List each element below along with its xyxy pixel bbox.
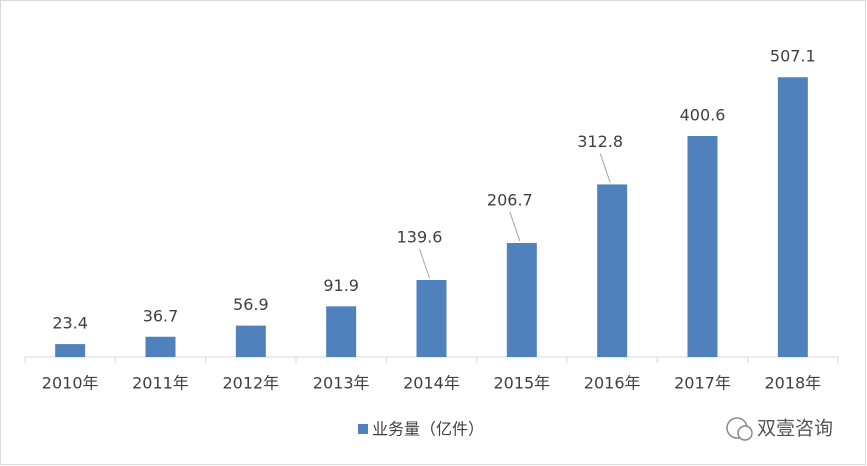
- x-tick-label: 2011年: [132, 374, 189, 393]
- data-label: 23.4: [52, 314, 88, 333]
- x-tick-label: 2012年: [222, 374, 279, 393]
- legend-label: 业务量（亿件）: [372, 420, 484, 439]
- data-label: 91.9: [323, 276, 359, 295]
- bar: [777, 77, 808, 358]
- data-label: 507.1: [770, 47, 816, 66]
- legend-swatch: [358, 424, 368, 434]
- data-label: 36.7: [143, 306, 179, 325]
- bar: [597, 184, 628, 357]
- x-tick-label: 2017年: [674, 374, 731, 393]
- x-tick-label: 2018年: [764, 374, 821, 393]
- data-label: 139.6: [397, 227, 443, 246]
- bar: [506, 242, 537, 357]
- bar: [235, 325, 266, 357]
- bar: [416, 279, 447, 357]
- data-label: 312.8: [577, 132, 623, 151]
- leader-line: [509, 211, 521, 242]
- x-tick-label: 2013年: [313, 374, 370, 393]
- bar: [145, 336, 176, 357]
- bar: [687, 136, 718, 357]
- x-tick-label: 2015年: [493, 374, 550, 393]
- leader-line: [419, 248, 430, 279]
- bar: [55, 344, 86, 357]
- leader-line: [599, 153, 611, 183]
- x-tick-label: 2010年: [42, 374, 99, 393]
- data-label: 56.9: [233, 295, 269, 314]
- x-tick-label: 2016年: [584, 374, 641, 393]
- x-tick-label: 2014年: [403, 374, 460, 393]
- watermark-icon: [737, 425, 753, 441]
- data-label: 400.6: [680, 106, 726, 125]
- bar: [326, 306, 357, 357]
- watermark: 双壹咨询: [726, 417, 833, 441]
- watermark-text: 双壹咨询: [757, 418, 833, 440]
- data-label: 206.7: [487, 190, 533, 209]
